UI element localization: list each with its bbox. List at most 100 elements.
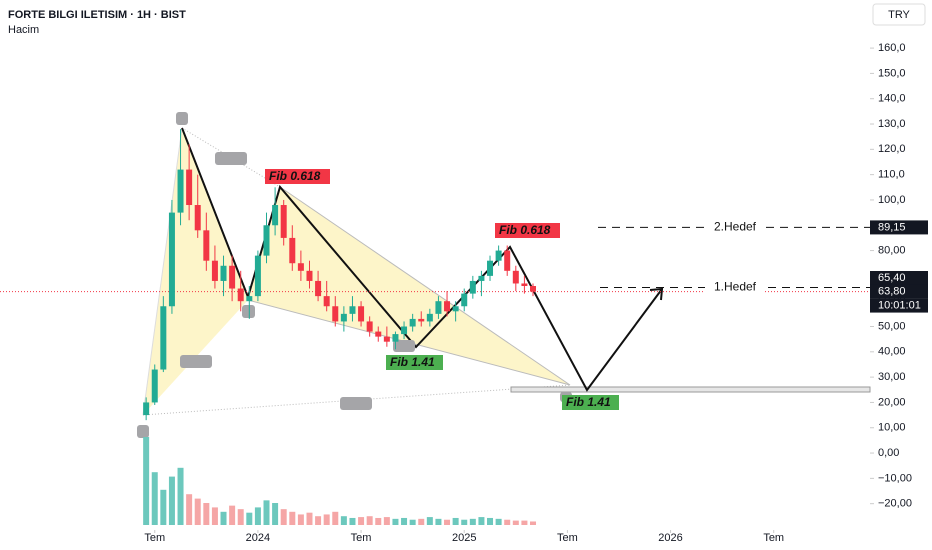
volume-bar: [366, 516, 373, 525]
candle-body: [426, 313, 433, 322]
y-tick-label: 100,0: [878, 194, 906, 206]
candle-body: [186, 169, 193, 206]
candle-body: [289, 237, 296, 264]
volume-bar: [340, 516, 347, 525]
candle-body: [306, 270, 313, 281]
volume-bar: [349, 517, 356, 525]
volume-bar: [151, 472, 158, 525]
candle-body: [512, 270, 519, 284]
volume-bar: [211, 507, 218, 525]
candle-body: [392, 334, 399, 342]
candle-body: [143, 402, 150, 416]
candle-body: [452, 306, 459, 312]
countdown-tag: 10:01:01: [878, 299, 921, 311]
candle-body: [478, 275, 485, 281]
candle-body: [495, 250, 502, 261]
price-tag: 65,40: [878, 272, 906, 284]
volume-bar: [246, 512, 253, 525]
volume-bar: [272, 503, 279, 525]
candle-body: [530, 286, 537, 292]
candle-body: [151, 369, 158, 403]
target-label: 2.Hedef: [714, 220, 757, 234]
candle-body: [358, 306, 365, 322]
candle-body: [315, 280, 322, 297]
candle-body: [229, 265, 236, 289]
volume-bar: [186, 494, 193, 525]
y-tick-label: 10,00: [878, 422, 906, 434]
volume-bar: [160, 489, 167, 525]
y-tick-label: −20,00: [878, 498, 912, 510]
fib-label: Fib 0.618: [499, 223, 551, 237]
volume-bar: [315, 516, 322, 525]
candle-body: [401, 326, 408, 335]
candle-body: [521, 283, 528, 287]
candle-body: [409, 318, 416, 327]
x-tick-label: 2026: [658, 532, 682, 544]
candle-body: [366, 321, 373, 332]
volume-bar: [435, 518, 442, 525]
volume-bar: [280, 509, 287, 525]
volume-bar: [495, 518, 502, 525]
candle-body: [444, 301, 451, 312]
candle-body: [340, 313, 347, 322]
volume-bar: [237, 509, 244, 525]
last-price-tag-bg: [870, 284, 928, 299]
y-tick-label: 0,00: [878, 447, 899, 459]
volume-bar: [263, 500, 270, 525]
currency-button[interactable]: [872, 3, 926, 26]
candle-body: [383, 336, 390, 342]
volume-bar: [461, 519, 468, 525]
y-tick-label: 150,0: [878, 67, 906, 79]
chart-title: FORTE BILGI ILETISIM · 1H · BIST: [8, 9, 186, 21]
last-price-tag: 63,80: [878, 285, 906, 297]
volume-bar: [504, 519, 511, 525]
volume-bar: [203, 503, 210, 525]
target-label-bg: [705, 280, 765, 295]
candle-body: [254, 255, 261, 297]
volume-bar: [487, 517, 494, 525]
candle-body: [332, 306, 339, 322]
volume-bar: [375, 517, 382, 525]
candle-body: [461, 293, 468, 307]
volume-bar: [409, 519, 416, 525]
candle-body: [435, 301, 442, 314]
price-tag: 89,15: [878, 221, 906, 233]
candle-body: [220, 265, 227, 281]
volume-bar: [177, 467, 184, 525]
y-tick-label: −10,00: [878, 472, 912, 484]
currency[interactable]: TRY: [888, 9, 910, 21]
target-label-bg: [705, 220, 765, 235]
candle-body: [504, 250, 511, 271]
x-tick-label: 2025: [452, 532, 476, 544]
volume-bar: [194, 498, 201, 525]
x-tick-label: Tem: [763, 532, 784, 544]
harmonic-pattern: [137, 112, 871, 438]
volume-bar: [332, 511, 339, 525]
volume-bar: [452, 517, 459, 525]
candle-body: [323, 296, 330, 307]
y-tick-label: 30,00: [878, 371, 906, 383]
volume-bar: [229, 505, 236, 525]
fib-label: Fib 1.41: [390, 355, 435, 369]
candle-body: [203, 230, 210, 261]
price-tag-bg: [870, 271, 928, 285]
target-label: 1.Hedef: [714, 280, 757, 294]
candle-body: [160, 306, 167, 370]
x-tick-label: Tem: [144, 532, 165, 544]
volume-bar: [530, 521, 537, 525]
y-tick-label: 20,00: [878, 396, 906, 408]
candle-body: [211, 260, 218, 281]
y-tick-label: 110,0: [878, 169, 905, 181]
volume-bar: [521, 520, 528, 525]
volume-bar: [418, 518, 425, 525]
volume-bar: [306, 512, 313, 525]
candle-body: [194, 205, 201, 231]
fib-label: Fib 1.41: [566, 395, 611, 409]
volume-bar: [512, 520, 519, 525]
y-tick-label: 50,00: [878, 320, 906, 332]
volume-bar: [297, 514, 304, 525]
candle-body: [263, 225, 270, 256]
x-tick-label: 2024: [246, 532, 270, 544]
y-tick-label: 120,0: [878, 143, 906, 155]
